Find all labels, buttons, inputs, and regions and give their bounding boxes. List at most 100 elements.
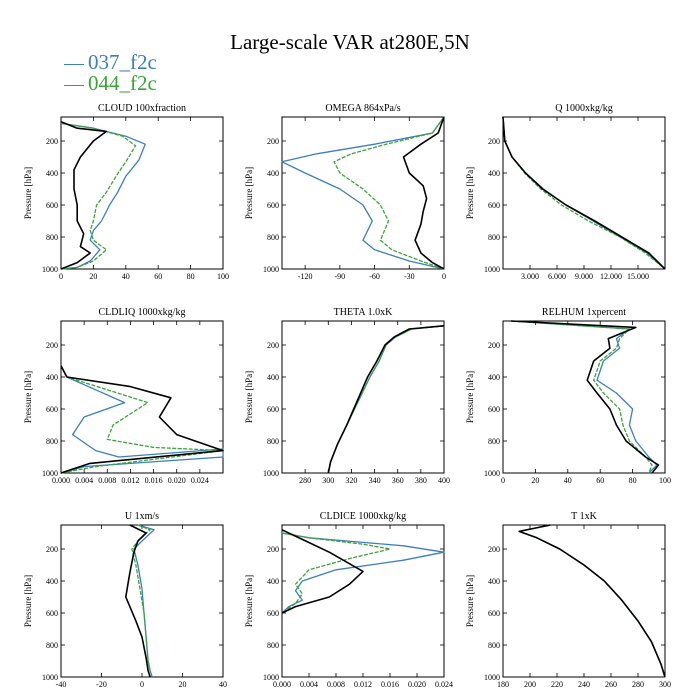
x-tick-label: 0.016 xyxy=(381,680,399,689)
panel-3: Q 1000xkg/kg Pressure [hPa] 200 400 600 800 10… xyxy=(465,103,666,281)
y-tick-label: 400 xyxy=(46,373,58,382)
y-tick-label: 400 xyxy=(488,577,500,586)
y-tick-label: 600 xyxy=(488,201,500,210)
series-line-2 xyxy=(281,532,391,614)
x-tick-label: 280 xyxy=(632,680,644,689)
series-line-2 xyxy=(60,365,224,474)
panel-title: RELHUM 1xpercent xyxy=(542,307,626,318)
panel-title: CLDICE 1000xkg/kg xyxy=(320,511,406,522)
x-tick-label: 100 xyxy=(217,272,229,281)
y-tick-label: 1000 xyxy=(42,673,58,682)
series-line-3 xyxy=(518,524,666,678)
legend-label-2: 044_f2c xyxy=(88,71,157,95)
x-tick-label: 280 xyxy=(299,476,311,485)
y-axis-label: Pressure [hPa] xyxy=(244,167,254,219)
x-tick-label: 6.000 xyxy=(548,272,566,281)
panel-title: T 1xK xyxy=(571,511,597,522)
x-tick-label: 80 xyxy=(629,476,637,485)
y-tick-label: 200 xyxy=(267,341,279,350)
x-tick-label: 400 xyxy=(438,476,450,485)
x-tick-label: 0.024 xyxy=(435,680,453,689)
panel-title: Q 1000xkg/kg xyxy=(555,103,613,114)
x-tick-label: 60 xyxy=(154,272,162,281)
series-line-2 xyxy=(518,524,666,678)
x-tick-label: 60 xyxy=(596,476,604,485)
x-tick-label: 80 xyxy=(187,272,195,281)
x-tick-label: 0.008 xyxy=(327,680,345,689)
panel-8: CLDICE 1000xkg/kg Pressure [hPa] 200 400 600… xyxy=(244,511,453,689)
legend-label-1: 037_f2c xyxy=(88,50,157,74)
x-tick-label: 12.000 xyxy=(600,272,622,281)
series-line-3 xyxy=(60,121,108,270)
x-tick-label: 0 xyxy=(59,272,63,281)
x-tick-label: 0.024 xyxy=(191,476,209,485)
panel-title: CLOUD 100xfraction xyxy=(98,103,186,114)
x-tick-label: -20 xyxy=(96,680,107,689)
x-tick-label: 340 xyxy=(369,476,381,485)
y-tick-label: 1000 xyxy=(263,265,279,274)
x-tick-label: -30 xyxy=(404,272,415,281)
y-tick-label: 200 xyxy=(488,137,500,146)
panel-title: U 1xm/s xyxy=(125,511,159,522)
y-tick-label: 800 xyxy=(46,437,58,446)
x-tick-label: 0.004 xyxy=(75,476,93,485)
panel-frame xyxy=(502,524,666,678)
y-tick-label: 400 xyxy=(46,577,58,586)
series-line-1 xyxy=(327,325,445,474)
x-tick-label: 320 xyxy=(345,476,357,485)
x-tick-label: 260 xyxy=(605,680,617,689)
y-tick-label: 1000 xyxy=(42,469,58,478)
y-tick-label: 200 xyxy=(488,545,500,554)
y-tick-label: 600 xyxy=(46,609,58,618)
y-axis-label: Pressure [hPa] xyxy=(23,167,33,219)
x-tick-label: 15.000 xyxy=(627,272,649,281)
panel-frame xyxy=(502,116,666,270)
legend-swatch-2 xyxy=(64,84,84,86)
y-tick-label: 400 xyxy=(488,373,500,382)
series-line-2 xyxy=(511,320,653,474)
y-axis-label: Pressure [hPa] xyxy=(465,371,475,423)
y-axis-label: Pressure [hPa] xyxy=(244,371,254,423)
y-tick-label: 600 xyxy=(267,201,279,210)
y-tick-label: 800 xyxy=(488,437,500,446)
y-tick-label: 400 xyxy=(267,373,279,382)
x-tick-label: 0.020 xyxy=(168,476,186,485)
y-tick-label: 1000 xyxy=(263,673,279,682)
y-tick-label: 1000 xyxy=(484,673,500,682)
series-line-3 xyxy=(402,116,445,270)
x-tick-label: -120 xyxy=(298,272,313,281)
panel-5: THETA 1.0xK Pressure [hPa] 200 400 600 800 100… xyxy=(244,307,450,485)
series-line-3 xyxy=(60,365,224,474)
y-tick-label: 1000 xyxy=(484,265,500,274)
series-line-1 xyxy=(281,116,445,270)
panel-title: OMEGA 864xPa/s xyxy=(325,103,400,114)
series-line-1 xyxy=(60,122,146,270)
x-tick-label: 220 xyxy=(551,680,563,689)
y-tick-label: 600 xyxy=(46,201,58,210)
panel-frame xyxy=(281,116,445,270)
x-tick-label: 0 xyxy=(140,680,144,689)
y-tick-label: 200 xyxy=(267,545,279,554)
x-tick-label: 180 xyxy=(497,680,509,689)
x-tick-label: 0 xyxy=(501,476,505,485)
y-tick-label: 600 xyxy=(267,609,279,618)
x-tick-label: 9.000 xyxy=(575,272,593,281)
x-tick-label: 300 xyxy=(322,476,334,485)
series-line-1 xyxy=(281,532,445,614)
y-tick-label: 200 xyxy=(46,545,58,554)
x-tick-label: 0.000 xyxy=(273,680,291,689)
series-line-3 xyxy=(511,320,660,474)
y-tick-label: 800 xyxy=(267,233,279,242)
series-line-1 xyxy=(502,116,666,270)
y-tick-label: 200 xyxy=(46,341,58,350)
x-tick-label: 0.012 xyxy=(354,680,372,689)
x-tick-label: 0.016 xyxy=(145,476,163,485)
x-tick-label: 200 xyxy=(524,680,536,689)
x-tick-label: -60 xyxy=(369,272,380,281)
series-line-2 xyxy=(60,122,137,270)
y-tick-label: 800 xyxy=(267,641,279,650)
y-tick-label: 1000 xyxy=(263,469,279,478)
y-axis-label: Pressure [hPa] xyxy=(23,575,33,627)
x-tick-label: 100 xyxy=(659,476,671,485)
